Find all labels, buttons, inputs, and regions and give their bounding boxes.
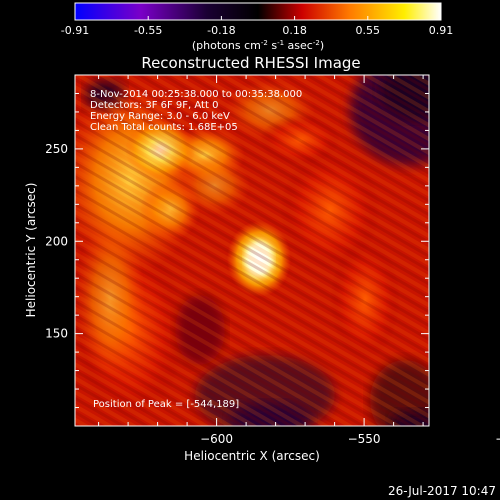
observation-info: 8-Nov-2014 00:25:38.000 to 00:35:38.000 … [90,89,302,133]
info-detectors: Detectors: 3F 6F 9F, Att 0 [90,100,218,111]
colorbar-units: (photons cm-2 s-1 asec-2) [192,39,324,52]
y-tick-label: 250 [45,142,68,156]
colorbar-tick-label: 0.91 [429,24,454,37]
y-tick-label: 150 [45,327,68,341]
rhessi-image [75,75,429,426]
x-axis: −600 −550 −500 [98,75,500,446]
y-axis-label: Heliocentric Y (arcsec) [24,183,38,318]
x-tick-label: −550 [348,432,381,446]
colorbar-tick-label: -0.18 [207,24,235,37]
x-axis-label: Heliocentric X (arcsec) [184,449,320,463]
info-energy-range: Energy Range: 3.0 - 6.0 keV [90,111,230,122]
colorbar: -0.91 -0.55 -0.18 0.18 0.55 0.91 (photons cm-… [61,2,454,52]
x-tick-label: −600 [200,432,233,446]
colorbar-tick-label: 0.18 [282,24,307,37]
colorbar-tick-label: -0.91 [61,24,89,37]
colorbar-tick-label: -0.55 [134,24,162,37]
y-axis: 150 200 250 [45,74,429,427]
info-total-counts: Clean Total counts: 1.68E+05 [90,122,238,133]
timestamp: 26-Jul-2017 10:47 [388,484,496,498]
plot-frame [74,74,430,427]
x-tick-label: −500 [495,432,500,446]
y-tick-label: 200 [45,234,68,248]
peak-position-label: Position of Peak = [-544,189] [93,399,239,410]
info-time-range: 8-Nov-2014 00:25:38.000 to 00:35:38.000 [90,89,302,100]
colorbar-tick-label: 0.55 [356,24,381,37]
colorbar-gradient [74,2,442,21]
plot-title: Reconstructed RHESSI Image [141,54,360,72]
